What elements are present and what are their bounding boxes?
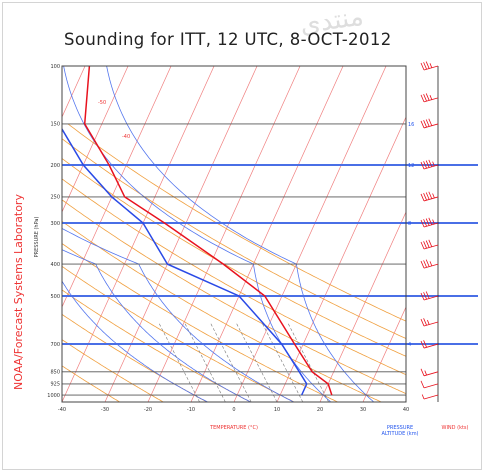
sounding-series — [62, 66, 333, 396]
plot-border — [61, 65, 407, 403]
pressure-label-925: 925 — [50, 382, 60, 388]
x-tick-10: 10 — [274, 407, 280, 413]
pressure-label-200: 200 — [50, 163, 60, 169]
chart-title: Sounding for ITT, 12 UTC, 8-OCT-2012 — [64, 30, 392, 49]
wind-barb — [420, 368, 439, 377]
wind-barb — [420, 93, 439, 103]
dry-adiabat-line — [62, 339, 164, 402]
wind-barb — [420, 259, 439, 269]
mixing-ratio-line — [183, 321, 226, 402]
wind-barb — [420, 191, 439, 202]
isotherm-line — [405, 401, 406, 402]
moist-adiabat-line — [63, 66, 332, 402]
right-altitude-label: ALTITUDE (km) — [381, 431, 418, 437]
dewpoint-line — [62, 127, 308, 396]
km-tick-8: 8 — [408, 221, 411, 227]
moist-adiabat-line — [106, 66, 375, 402]
isotherm-label--40: -40 — [122, 134, 130, 140]
pressure-label-400: 400 — [50, 262, 60, 268]
wind-barb — [420, 380, 439, 389]
moist-adiabat-line — [62, 227, 294, 402]
isotherm-line — [147, 66, 301, 402]
wind-barb — [420, 159, 439, 170]
dry-adiabat-line — [62, 289, 251, 402]
wind-barb — [420, 118, 439, 129]
mixing-ratio-line — [209, 321, 252, 402]
km-tick-12: 12 — [408, 163, 414, 169]
wind-barbs — [420, 61, 439, 402]
isobars: 100 150 200 250 300 400 500 700 850 925 1000 — [47, 64, 478, 399]
dry-adiabat-line — [62, 243, 338, 402]
x-tick-0: 0 — [232, 407, 235, 413]
dry-adiabat-line — [62, 365, 120, 402]
wind-barb — [420, 340, 439, 349]
x-tick--30: -30 — [101, 407, 109, 413]
x-axis-label: TEMPERATURE (°C) — [209, 425, 258, 431]
wind-barb — [420, 318, 439, 327]
isotherm-label--50: -50 — [98, 100, 106, 106]
wind-barb — [420, 61, 439, 71]
wind-barb — [420, 239, 439, 250]
x-tick-20: 20 — [317, 407, 323, 413]
km-tick-16: 16 — [408, 122, 414, 128]
pressure-label-300: 300 — [50, 221, 60, 227]
isotherm-line — [233, 66, 387, 402]
isotherm-line — [276, 116, 406, 402]
pressure-label-250: 250 — [50, 195, 60, 201]
temperature-line — [83, 66, 333, 396]
pressure-label-500: 500 — [50, 294, 60, 300]
isotherm-line — [190, 66, 344, 402]
pressure-label-700: 700 — [50, 342, 60, 348]
isotherm-line — [362, 306, 406, 402]
wind-barb — [420, 217, 439, 228]
wind-barb — [420, 291, 439, 301]
x-tick--10: -10 — [187, 407, 195, 413]
x-tick-30: 30 — [360, 407, 366, 413]
isotherm-line — [62, 66, 172, 308]
isotherm-line — [62, 66, 215, 402]
wind-barb — [421, 394, 439, 400]
x-tick--20: -20 — [144, 407, 152, 413]
pressure-label-1000: 1000 — [47, 393, 60, 399]
y-axis-label: PRESSURE (hPa) — [34, 217, 40, 258]
dry-adiabat-line — [62, 265, 295, 402]
km-tick-4: 4 — [408, 342, 411, 348]
axis-labels: -40 -30 -20 -10 0 10 20 30 40 TEMPERATURE (°C) PRE… — [34, 100, 469, 437]
pressure-label-850: 850 — [50, 370, 60, 376]
x-tick-40: 40 — [403, 407, 409, 413]
moist-adiabat-line — [62, 280, 208, 402]
moist-adiabat-line — [62, 249, 251, 402]
pressure-label-100: 100 — [50, 64, 60, 70]
pressure-label-150: 150 — [50, 122, 60, 128]
right-pressure-label: PRESSURE — [387, 425, 413, 431]
moist-adiabats — [62, 66, 375, 402]
isotherm-line — [62, 66, 129, 213]
x-tick--40: -40 — [58, 407, 66, 413]
wind-label: WIND (kts) — [442, 425, 469, 431]
